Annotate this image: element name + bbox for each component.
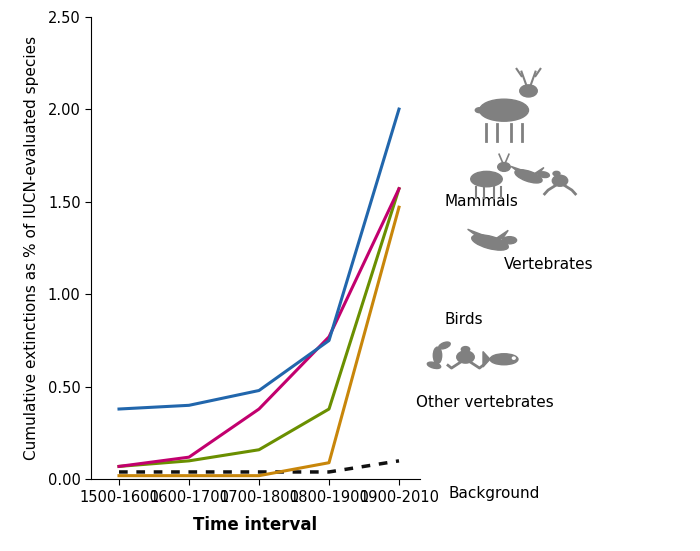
Text: Vertebrates: Vertebrates [504,257,594,272]
Text: Mammals: Mammals [444,193,519,209]
Y-axis label: Cumulative extinctions as % of IUCN-evaluated species: Cumulative extinctions as % of IUCN-eval… [25,36,39,460]
Text: Background: Background [448,485,540,501]
Text: Birds: Birds [444,312,483,327]
Text: Other vertebrates: Other vertebrates [416,395,554,410]
X-axis label: Time interval: Time interval [193,516,318,534]
